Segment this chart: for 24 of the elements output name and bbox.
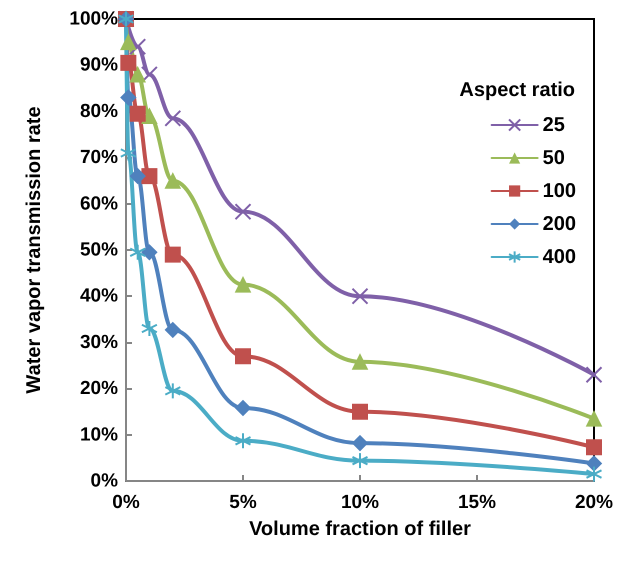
y-tick-label: 10% bbox=[80, 424, 118, 446]
y-tick-label: 90% bbox=[80, 54, 118, 76]
y-tick-label: 60% bbox=[80, 193, 118, 214]
legend-label: 25 bbox=[542, 114, 565, 136]
y-tick-label: 20% bbox=[80, 378, 118, 400]
y-tick-label: 30% bbox=[80, 332, 118, 353]
x-tick-label: 15% bbox=[458, 492, 496, 513]
legend-label: 200 bbox=[542, 213, 576, 235]
x-tick-label: 20% bbox=[574, 492, 614, 513]
y-tick-label: 80% bbox=[80, 100, 118, 122]
x-axis-title: Volume fraction of filler bbox=[249, 518, 472, 540]
x-tick-label: 0% bbox=[112, 492, 140, 513]
y-tick-label: 100% bbox=[69, 8, 118, 30]
x-tick-label: 10% bbox=[340, 492, 380, 513]
y-axis-title: Water vapor transmission rate bbox=[23, 106, 45, 394]
legend-label: 50 bbox=[542, 147, 565, 169]
legend-label: 400 bbox=[542, 246, 576, 268]
legend-title: Aspect ratio bbox=[459, 79, 576, 101]
y-tick-label: 50% bbox=[80, 240, 118, 260]
y-tick-label: 70% bbox=[80, 147, 118, 168]
x-tick-label: 5% bbox=[229, 492, 257, 513]
y-tick-label: 0% bbox=[90, 470, 118, 492]
legend-label: 100 bbox=[542, 180, 576, 202]
y-tick-label: 40% bbox=[80, 286, 118, 307]
